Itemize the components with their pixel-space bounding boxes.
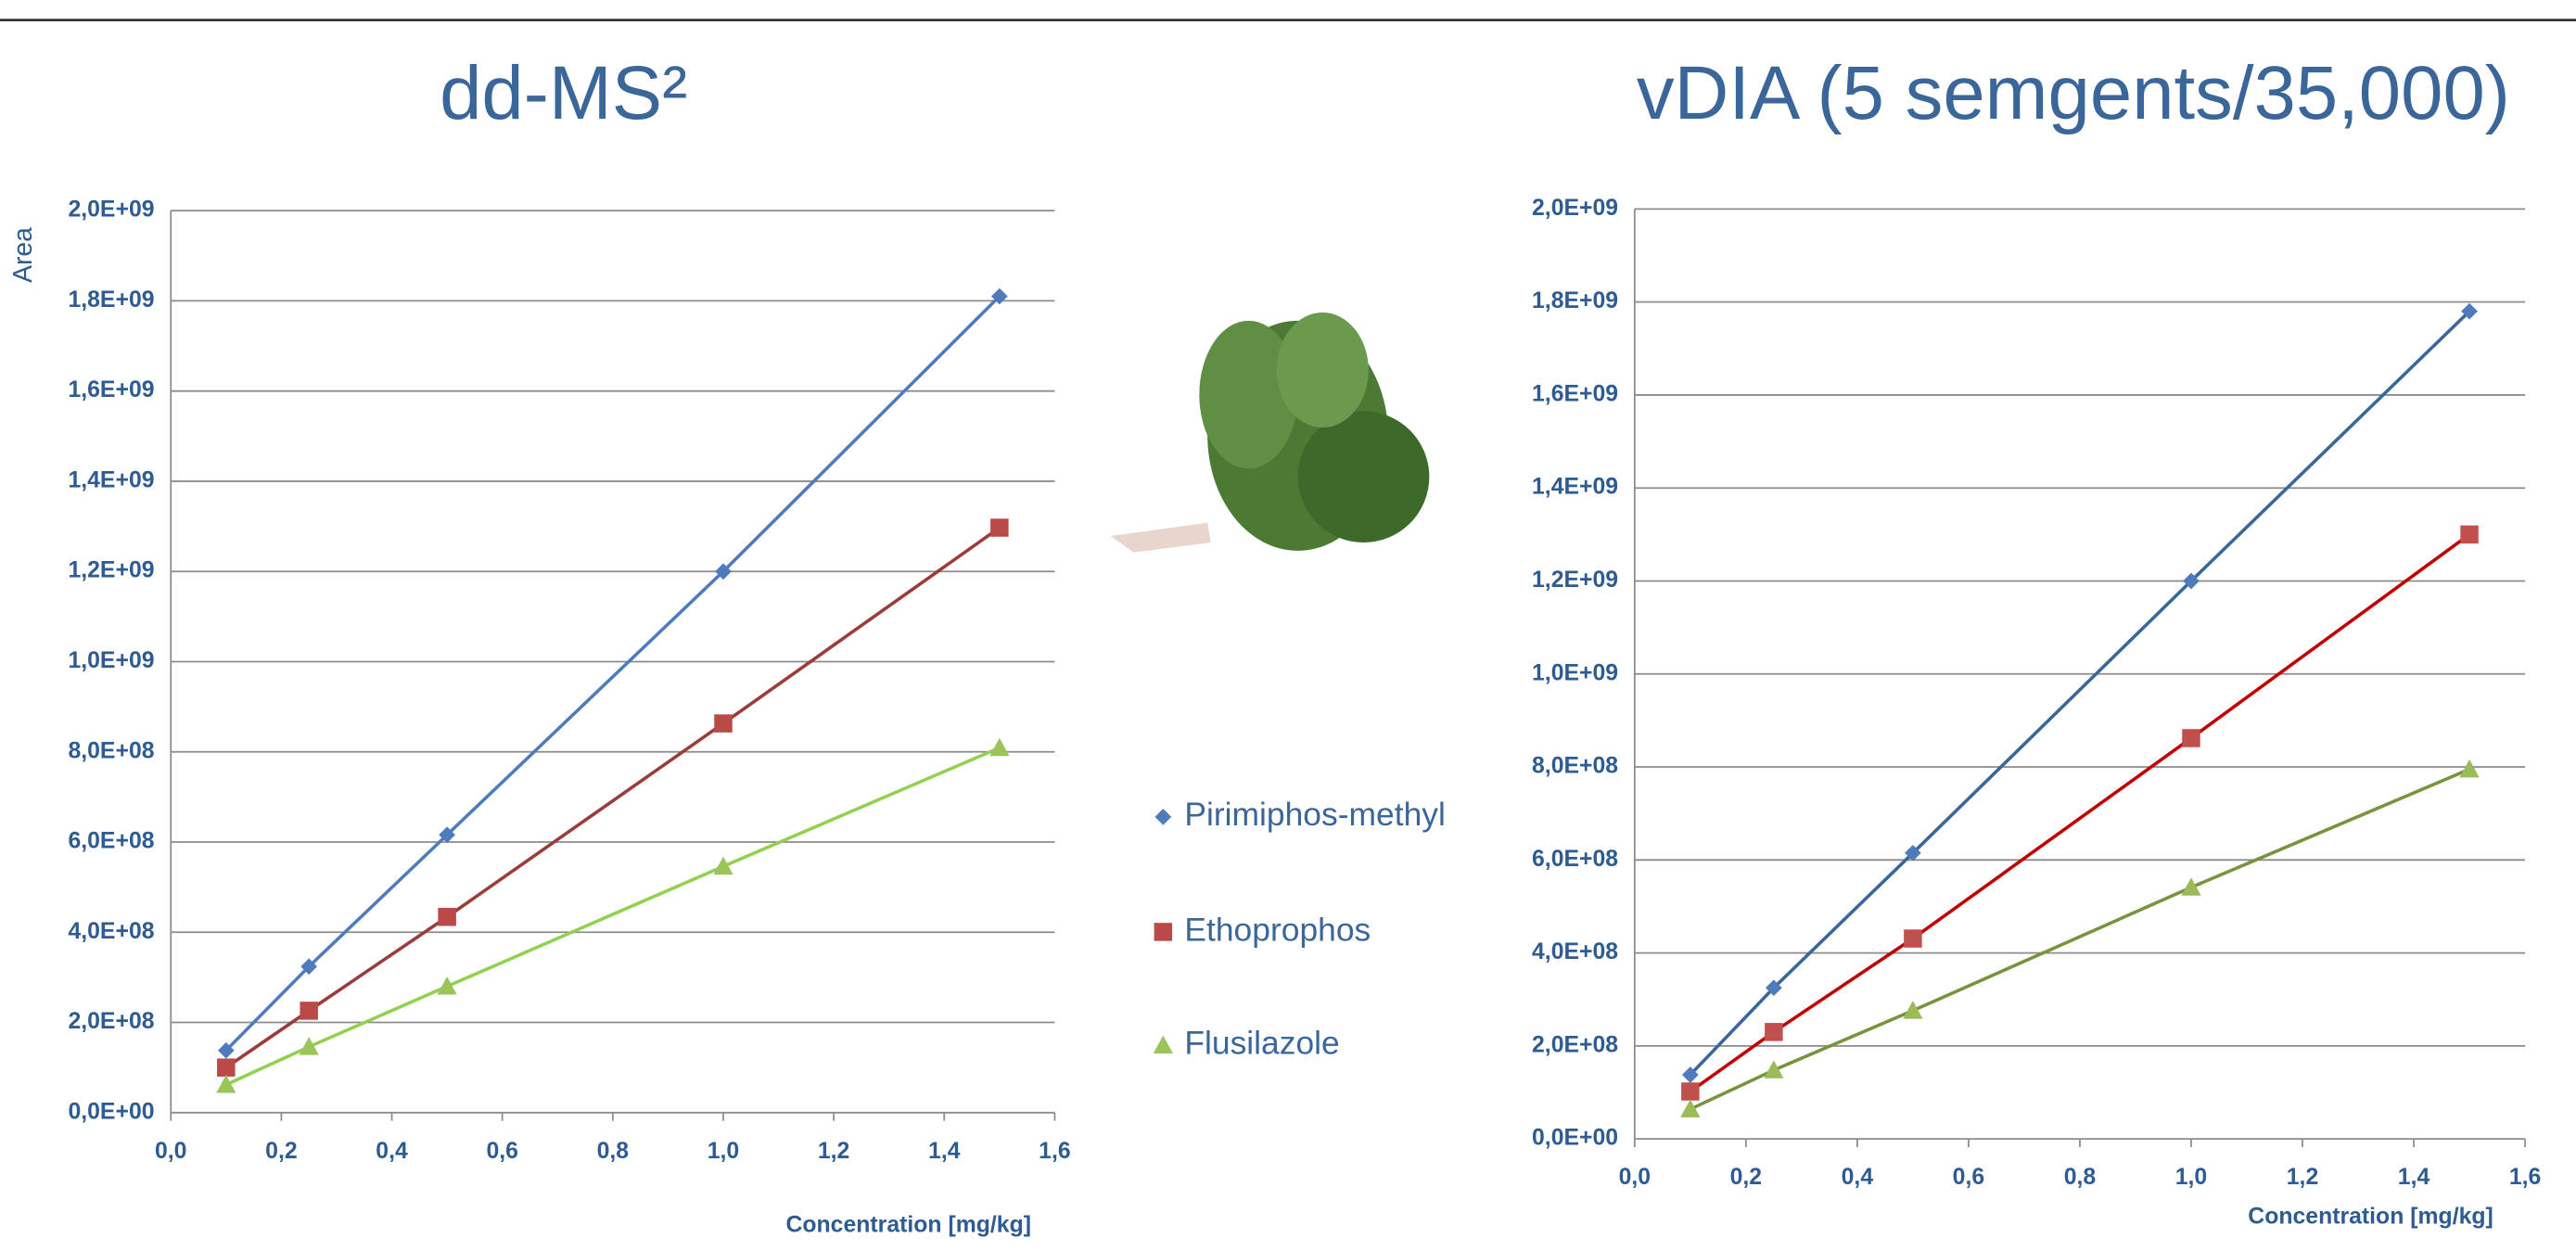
x-axis-label: Concentration [mg/kg] (2248, 1205, 2493, 1230)
data-point (299, 1037, 319, 1055)
data-point (1903, 1001, 1923, 1019)
y-tick-label: 1,4E+09 (68, 467, 154, 492)
y-tick-label: 1,6E+09 (68, 377, 154, 402)
series-line (225, 746, 1001, 1087)
data-point (2461, 302, 2478, 320)
data-point (437, 977, 457, 995)
x-tick-label: 0,8 (2064, 1165, 2097, 1190)
x-tick-label: 1,6 (2509, 1165, 2541, 1190)
x-tick-label: 0,0 (155, 1139, 186, 1164)
data-point (217, 1058, 236, 1077)
data-point (715, 563, 732, 581)
data-point (1904, 929, 1922, 948)
data-point (2459, 759, 2480, 778)
y-tick-label: 2,0E+08 (1532, 1032, 1618, 1057)
y-tick-label: 1,4E+09 (1532, 475, 1618, 500)
legend-label: Flusilazole (1184, 1025, 1339, 1062)
y-tick-label: 0,0E+00 (1532, 1126, 1618, 1151)
y-tick-label: 1,8E+09 (1532, 288, 1618, 313)
x-tick-label: 0,0 (1619, 1165, 1651, 1190)
y-tick-label: 0,0E+00 (68, 1099, 154, 1124)
y-tick-label: 8,0E+08 (68, 738, 154, 763)
y-tick-label: 1,0E+09 (68, 648, 154, 673)
data-point (989, 737, 1010, 757)
data-point (439, 826, 455, 844)
series-line (1689, 310, 2471, 1077)
y-tick-label: 2,0E+08 (68, 1009, 154, 1034)
data-point (1680, 1099, 1701, 1117)
series-line (1689, 532, 2471, 1093)
y-tick-label: 6,0E+08 (1532, 847, 1618, 872)
x-tick-label: 1,0 (2175, 1165, 2207, 1190)
x-tick-label: 1,4 (928, 1139, 961, 1164)
x-tick-label: 1,2 (2287, 1165, 2318, 1190)
x-tick-label: 0,6 (1953, 1165, 1984, 1190)
y-tick-label: 2,0E+09 (68, 198, 154, 223)
x-tick-label: 1,0 (708, 1139, 739, 1164)
data-point (713, 856, 733, 875)
y-tick-label: 1,8E+09 (68, 287, 154, 313)
y-tick-label: 1,2E+09 (68, 558, 154, 583)
data-point (714, 714, 733, 733)
data-point (2460, 525, 2479, 544)
x-tick-label: 1,6 (1039, 1139, 1070, 1164)
data-point (2181, 877, 2201, 896)
x-tick-label: 0,6 (486, 1139, 517, 1164)
x-tick-label: 1,4 (2398, 1165, 2430, 1190)
y-tick-label: 8,0E+08 (1532, 754, 1618, 779)
y-axis-label: Area (8, 227, 38, 283)
x-tick-label: 0,2 (1730, 1165, 1762, 1190)
data-point (216, 1075, 236, 1093)
legend-marker (1153, 1035, 1173, 1054)
y-tick-label: 4,0E+08 (68, 919, 154, 944)
data-point (2183, 572, 2200, 590)
legend-marker (1154, 923, 1173, 941)
data-point (1765, 1023, 1783, 1041)
chart-title: vDIA (5 semgents/35,000) (1637, 51, 2510, 135)
y-tick-label: 1,0E+09 (1532, 660, 1618, 685)
x-tick-label: 0,2 (265, 1139, 297, 1164)
y-tick-label: 1,6E+09 (1532, 381, 1618, 406)
y-tick-label: 1,2E+09 (1532, 568, 1618, 593)
series-line (224, 295, 1001, 1052)
spinach-illustration (1110, 312, 1430, 553)
y-tick-label: 2,0E+09 (1532, 196, 1618, 221)
y-tick-label: 6,0E+08 (68, 829, 154, 854)
legend-marker (1154, 809, 1172, 825)
data-point (438, 907, 456, 926)
data-point (990, 518, 1009, 537)
legend-label: Ethoprophos (1184, 911, 1371, 948)
x-axis-label: Concentration [mg/kg] (785, 1213, 1031, 1238)
data-point (1681, 1082, 1700, 1101)
data-point (1764, 1060, 1784, 1079)
x-tick-label: 0,4 (1842, 1165, 1874, 1190)
y-tick-label: 4,0E+08 (1532, 939, 1618, 964)
chart-title: dd-MS² (440, 51, 687, 135)
data-point (1766, 979, 1782, 997)
data-point (2182, 729, 2200, 747)
x-tick-label: 1,2 (818, 1139, 849, 1164)
x-tick-label: 0,4 (376, 1139, 408, 1164)
x-tick-label: 0,8 (597, 1139, 630, 1164)
legend-label: Pirimiphos-methyl (1184, 796, 1445, 833)
data-point (300, 1002, 318, 1020)
